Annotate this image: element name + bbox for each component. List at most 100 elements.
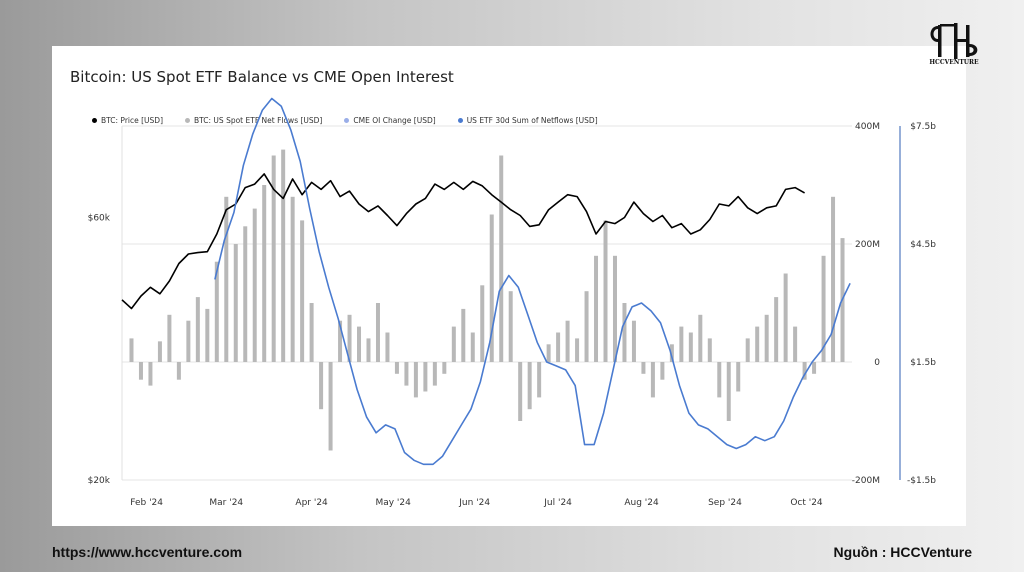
- x-tick-label: Oct '24: [790, 498, 823, 508]
- legend-label-price: BTC: Price [USD]: [101, 116, 163, 125]
- x-tick-label: Jul '24: [543, 498, 572, 508]
- netflow-bar: [650, 362, 655, 398]
- netflow-bar: [252, 208, 257, 362]
- legend-label-cme: CME OI Change [USD]: [353, 116, 436, 125]
- netflow-bar: [603, 220, 608, 362]
- hccventure-logo: [930, 23, 978, 59]
- netflow-bar: [357, 326, 362, 362]
- netflow-bar: [461, 308, 466, 362]
- netflow-bar: [755, 326, 760, 362]
- x-tick-label: May '24: [375, 498, 411, 508]
- sum30d-line: [214, 97, 851, 466]
- netflow-bar: [205, 308, 210, 362]
- netflow-bar: [176, 362, 181, 380]
- y-right2-tick-label: -$1.5b: [907, 476, 936, 486]
- y-right2-tick-label: $7.5b: [910, 122, 936, 132]
- netflow-bar: [385, 332, 390, 362]
- netflow-bar: [612, 255, 617, 362]
- netflow-bar: [375, 303, 380, 362]
- netflow-bar: [669, 344, 674, 362]
- y-right2-tick-label: $4.5b: [910, 240, 936, 250]
- netflow-bar: [489, 214, 494, 362]
- netflow-bar: [679, 326, 684, 362]
- netflow-bar: [622, 303, 627, 362]
- logo-wordmark: HCCVENTURE: [929, 59, 979, 66]
- y-right1-tick-label: 200M: [855, 240, 880, 250]
- y-left-tick-label: $20k: [88, 476, 111, 486]
- netflow-bar: [631, 320, 636, 362]
- netflow-bar: [480, 285, 485, 362]
- netflow-bar: [148, 362, 153, 386]
- netflow-bar: [698, 314, 703, 362]
- footer-source: Nguồn : HCCVenture: [833, 544, 972, 560]
- chart-plot: Feb '24 Mar '24 Apr '24 May '24 Jun '24 Jul '…: [88, 97, 936, 508]
- black-dot-icon: [92, 118, 97, 123]
- netflow-bar: [186, 320, 191, 362]
- netflow-bar: [328, 362, 333, 451]
- netflow-bar: [764, 314, 769, 362]
- x-tick-label: Jun '24: [458, 498, 490, 508]
- light-blue-dot-icon: [344, 118, 350, 123]
- y-right2-tick-label: $1.5b: [910, 358, 936, 368]
- netflow-bar: [300, 220, 305, 362]
- netflow-bar: [366, 338, 371, 362]
- legend-label-sum30d: US ETF 30d Sum of Netflows [USD]: [466, 116, 598, 125]
- x-tick-label: Aug '24: [624, 498, 659, 508]
- netflow-bar: [726, 362, 731, 421]
- netflow-bar: [821, 255, 826, 362]
- netflow-bar: [195, 297, 200, 362]
- netflow-bar: [745, 338, 750, 362]
- netflow-bar: [432, 362, 437, 386]
- netflow-bar: [214, 261, 219, 362]
- netflow-bar: [271, 155, 276, 362]
- netflow-bar: [413, 362, 418, 398]
- netflow-bar: [594, 255, 599, 362]
- y-right1-tick-label: 0: [874, 358, 880, 368]
- x-tick-label: Apr '24: [295, 498, 328, 508]
- netflow-bar: [584, 291, 589, 362]
- legend-item-sum30d[interactable]: US ETF 30d Sum of Netflows [USD]: [457, 116, 598, 125]
- netflow-bar: [442, 362, 447, 374]
- netflow-bar: [527, 362, 532, 410]
- x-tick-label: Mar '24: [209, 498, 243, 508]
- y-right1-tick-label: 400M: [855, 122, 880, 132]
- netflow-bar: [129, 338, 134, 362]
- netflow-bar: [423, 362, 428, 392]
- netflow-bar: [233, 244, 238, 362]
- netflow-bar: [641, 362, 646, 374]
- netflow-bar: [404, 362, 409, 386]
- netflow-bar: [138, 362, 143, 380]
- netflow-bar: [499, 155, 504, 362]
- netflow-bar: [802, 362, 807, 380]
- netflow-bar: [783, 273, 788, 362]
- netflow-bar: [565, 320, 570, 362]
- netflow-bar: [167, 314, 172, 362]
- footer-url[interactable]: https://www.hccventure.com: [52, 544, 243, 560]
- netflow-bar: [707, 338, 712, 362]
- y-right1-tick-label: -200M: [852, 476, 880, 486]
- netflow-bar: [736, 362, 741, 392]
- netflow-bar: [319, 362, 324, 410]
- netflow-bar: [262, 185, 267, 362]
- y-left-tick-label: $60k: [88, 214, 111, 224]
- chart-title: Bitcoin: US Spot ETF Balance vs CME Open…: [70, 68, 454, 86]
- netflow-bar: [394, 362, 399, 374]
- netflow-bar: [309, 303, 314, 362]
- netflow-bar: [660, 362, 665, 380]
- netflow-bar: [508, 291, 513, 362]
- netflow-bar: [812, 362, 817, 374]
- netflow-bar: [347, 314, 352, 362]
- netflow-bar: [224, 196, 229, 362]
- netflow-bar: [556, 332, 561, 362]
- legend-item-cme[interactable]: CME OI Change [USD]: [344, 116, 436, 125]
- netflow-bar: [537, 362, 542, 398]
- netflow-bar: [688, 332, 693, 362]
- netflow-bar: [518, 362, 523, 421]
- legend-item-price[interactable]: BTC: Price [USD]: [92, 116, 163, 125]
- netflow-bar: [281, 149, 286, 362]
- netflow-bar: [546, 344, 551, 362]
- blue-dot-icon: [457, 118, 463, 123]
- netflow-bar: [575, 338, 580, 362]
- grey-dot-icon: [185, 118, 190, 123]
- netflow-bar: [717, 362, 722, 398]
